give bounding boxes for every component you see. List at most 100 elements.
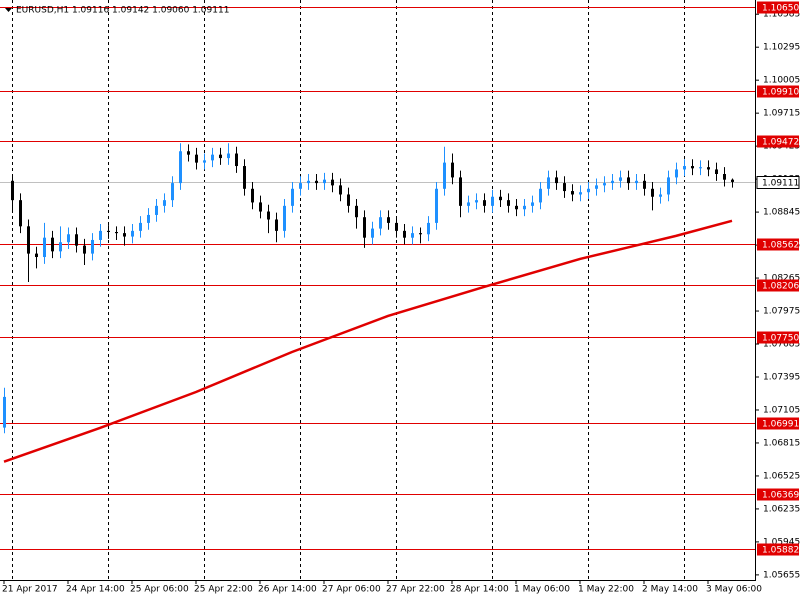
candle-body: [403, 230, 406, 238]
candle-body: [171, 183, 174, 201]
candle-body: [611, 180, 614, 184]
candle-body: [75, 234, 78, 246]
candle-body: [443, 162, 446, 189]
level-label-box: [757, 279, 799, 292]
x-tick-label: 21 Apr 2017: [2, 585, 58, 595]
candle-body: [51, 237, 54, 252]
y-tick-label: 1.05945: [763, 537, 800, 547]
candle-body: [683, 166, 686, 170]
level-label-box: [757, 543, 799, 556]
candle-body: [363, 217, 366, 238]
candle-body: [531, 202, 534, 206]
candle-body: [651, 188, 654, 197]
candle-body: [3, 396, 6, 428]
candle-body: [675, 169, 678, 178]
candle-body: [371, 228, 374, 238]
candle-body: [459, 177, 462, 206]
candle-body: [59, 242, 62, 252]
candle-body: [699, 167, 702, 169]
candle-body: [131, 230, 134, 237]
candle-body: [643, 180, 646, 189]
level-label-box: [757, 488, 799, 501]
candle-body: [243, 166, 246, 189]
candle-body: [691, 166, 694, 169]
y-tick-label: 1.08845: [763, 208, 800, 218]
candle-body: [355, 205, 358, 218]
candle-body: [467, 202, 470, 206]
x-tick-label: 28 Apr 14:00: [450, 585, 509, 595]
candle-body: [379, 217, 382, 229]
candle-body: [67, 234, 70, 243]
y-tick-label: 1.05655: [763, 570, 800, 580]
candle-body: [35, 253, 38, 258]
candle-body: [331, 179, 334, 186]
y-tick-label: 1.08265: [763, 274, 800, 284]
y-tick-label: 1.07975: [763, 307, 800, 317]
x-tick-label: 27 Apr 06:00: [322, 585, 381, 595]
y-tick-label: 1.10585: [763, 10, 800, 20]
candle-body: [91, 239, 94, 254]
y-tick-label: 1.06815: [763, 438, 800, 448]
candle-body: [195, 154, 198, 163]
candle-body: [483, 200, 486, 206]
level-label: 1.09910: [762, 88, 799, 98]
candle-body: [275, 219, 278, 231]
candle-body: [163, 200, 166, 206]
candle-body: [435, 188, 438, 223]
level-label-box: [757, 1, 799, 14]
chart-title: EURUSD,H1 1.09116 1.09142 1.09060 1.0911…: [16, 6, 229, 16]
candle-body: [299, 183, 302, 189]
x-tick-label: 1 May 06:00: [514, 585, 570, 595]
x-tick-label: 25 Apr 22:00: [194, 585, 253, 595]
candle-body: [11, 180, 14, 201]
header-arrow: [5, 8, 12, 12]
candle-body: [731, 179, 734, 182]
candle-body: [715, 169, 718, 174]
candle-body: [395, 222, 398, 231]
x-tick-label: 27 Apr 22:00: [386, 585, 445, 595]
y-tick-label: 1.06235: [763, 504, 800, 514]
candle-body: [571, 191, 574, 195]
current-price-label: 1.09111: [762, 179, 799, 189]
level-label-box: [757, 85, 799, 98]
candle-body: [99, 230, 102, 240]
candle-body: [147, 214, 150, 223]
candle-body: [43, 237, 46, 258]
y-tick-label: 1.07105: [763, 405, 800, 415]
candle-body: [123, 233, 126, 237]
y-tick-label: 1.06525: [763, 471, 800, 481]
y-tick-label: 1.10295: [763, 43, 800, 53]
candle-body: [107, 230, 110, 232]
x-tick-label: 1 May 22:00: [578, 585, 634, 595]
level-label: 1.08562: [762, 241, 799, 251]
candle-body: [387, 217, 390, 223]
candle-body: [707, 167, 710, 170]
current-price-box: [756, 176, 800, 189]
candle-body: [235, 153, 238, 167]
level-label-box: [757, 331, 799, 344]
level-label: 1.05882: [762, 546, 799, 556]
x-tick-label: 2 May 14:00: [642, 585, 698, 595]
candle-body: [539, 188, 542, 203]
candle-body: [347, 194, 350, 206]
candle-body: [515, 205, 518, 210]
candle-body: [587, 188, 590, 193]
level-label-box: [757, 238, 799, 251]
plot-layer: [3, 143, 734, 463]
y-tick-label: 1.07685: [763, 340, 800, 350]
level-label: 1.09472: [762, 138, 799, 148]
candle-body: [547, 177, 550, 189]
candle-body: [667, 177, 670, 195]
y-tick-label: 1.07395: [763, 373, 800, 383]
level-label: 1.10650: [762, 4, 799, 14]
candle-body: [475, 200, 478, 203]
candle-body: [283, 205, 286, 231]
candle-body: [723, 174, 726, 180]
candle-body: [507, 200, 510, 206]
candle-body: [251, 188, 254, 203]
level-label: 1.08206: [762, 282, 799, 292]
candle-body: [635, 180, 638, 184]
